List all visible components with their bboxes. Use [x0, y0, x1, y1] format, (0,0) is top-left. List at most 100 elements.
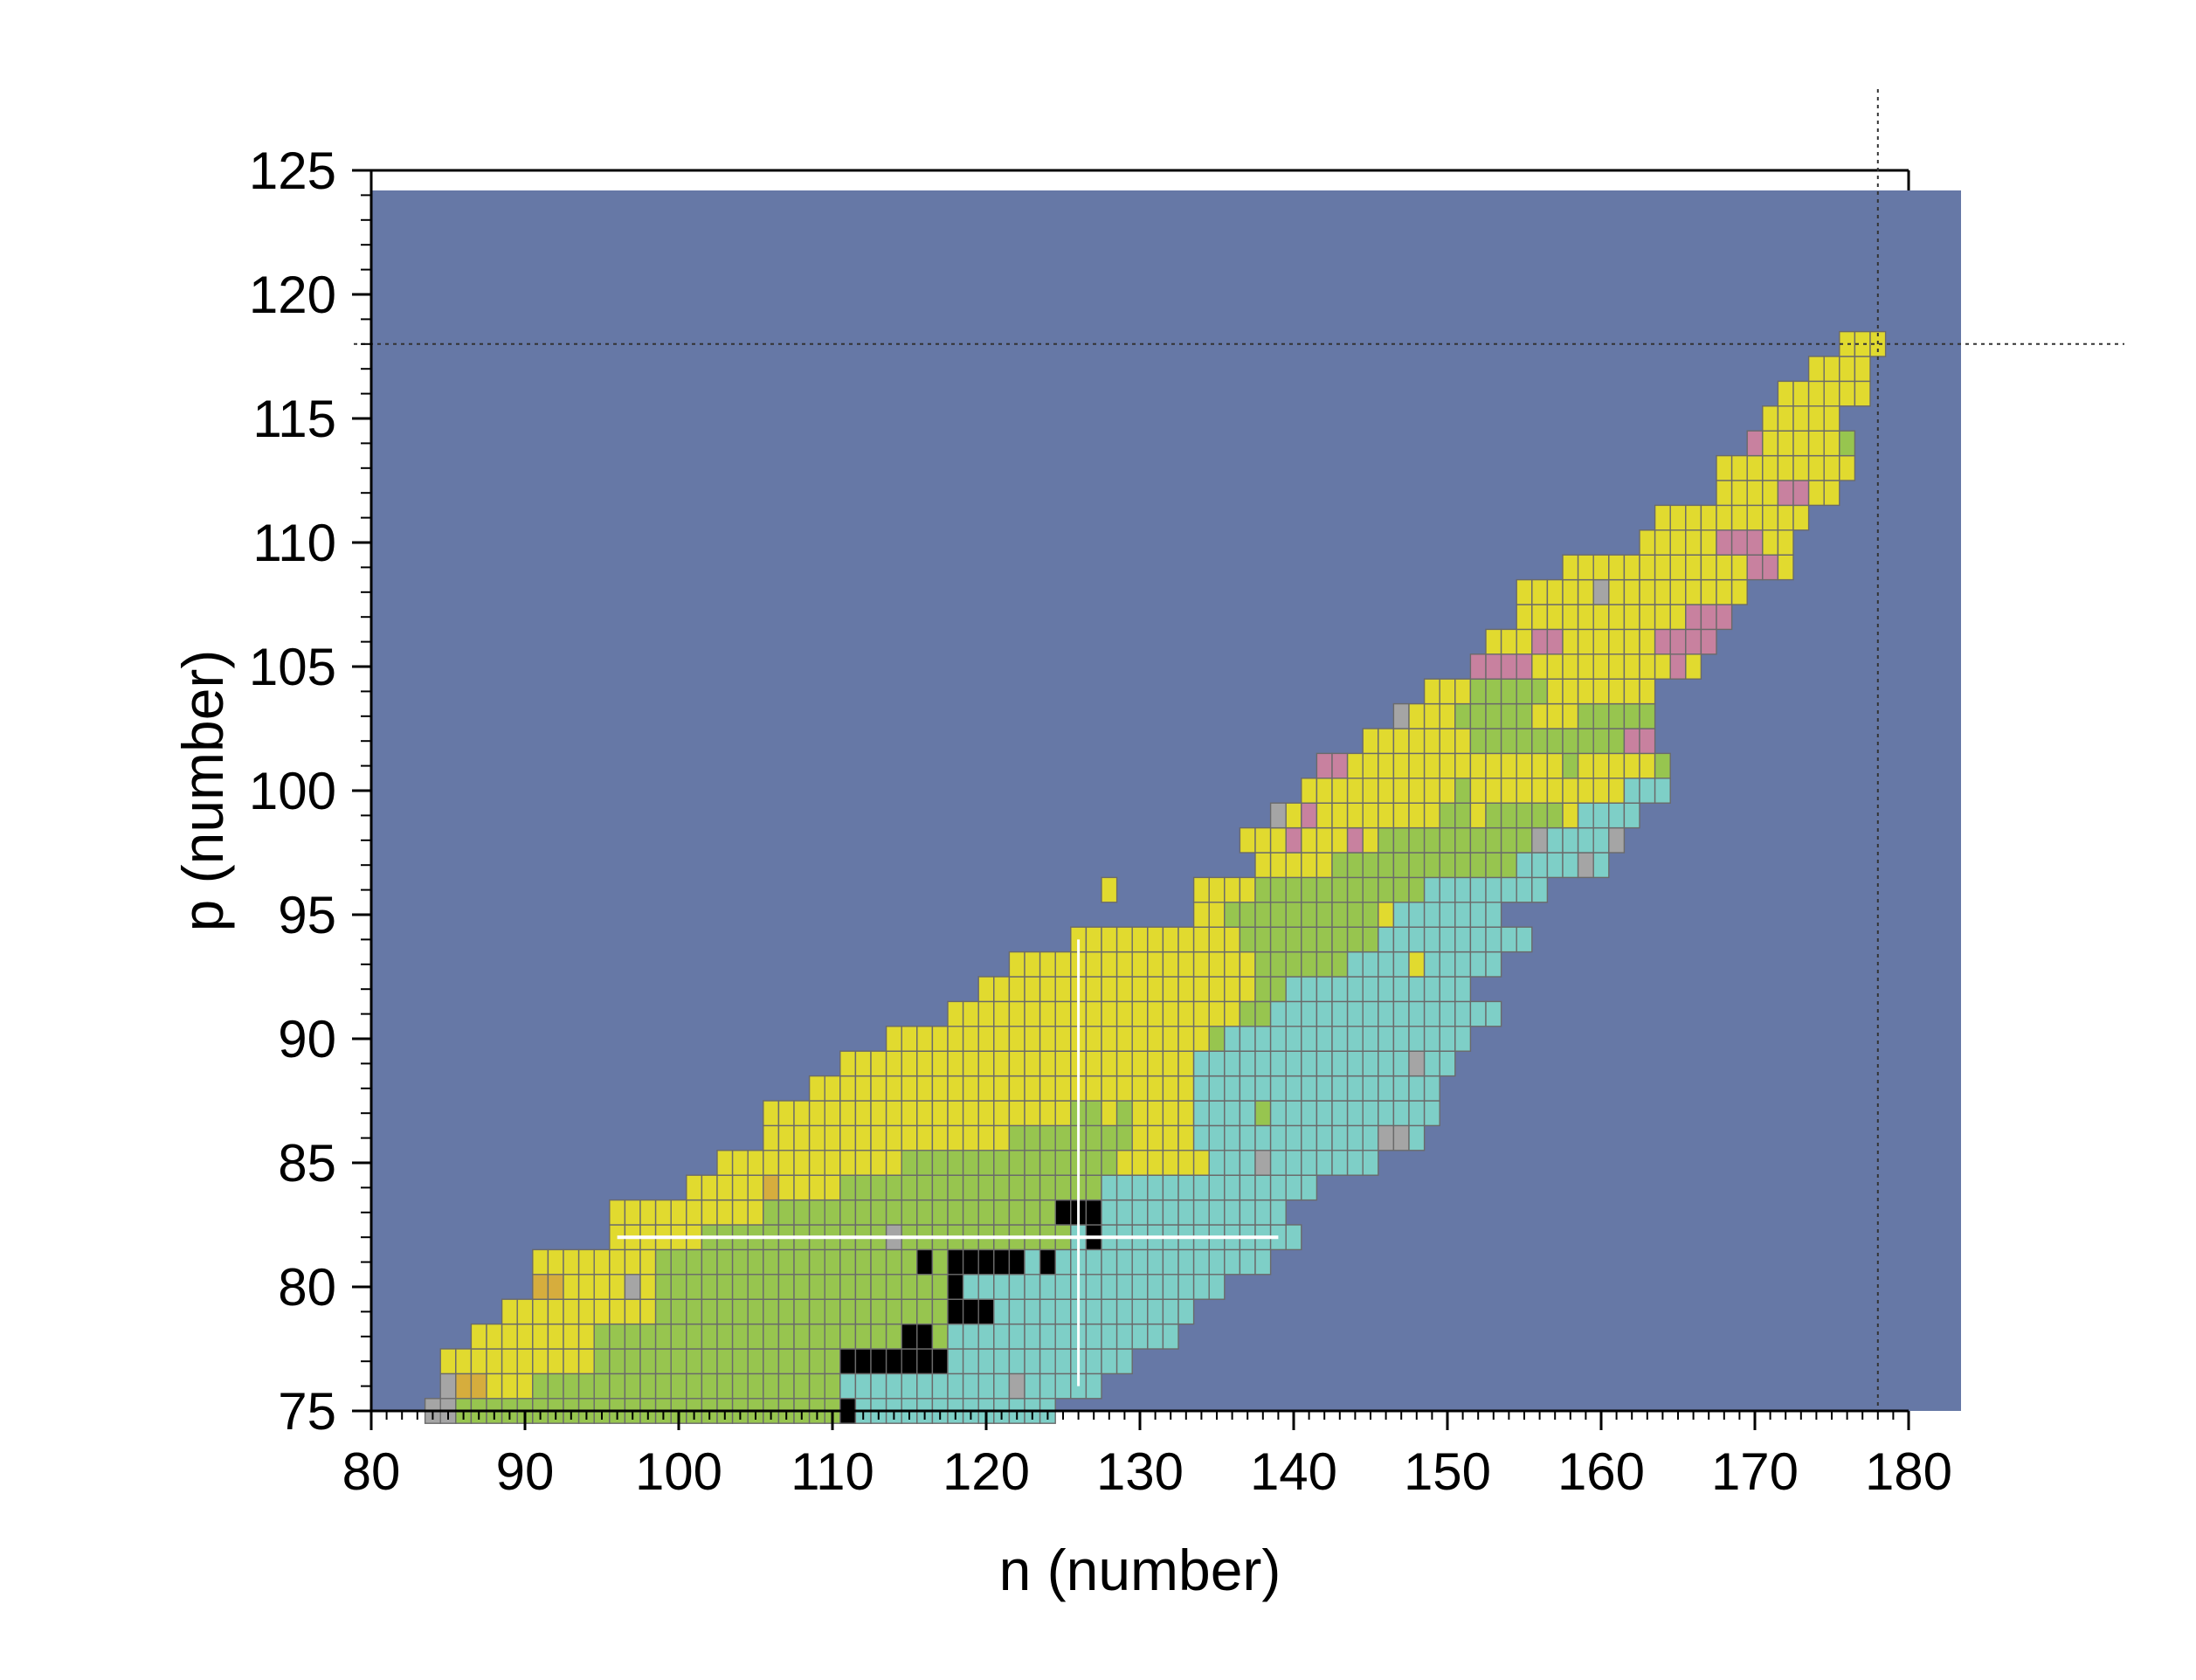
heatmap-cell: [1730, 554, 1748, 581]
heatmap-cell: [577, 1274, 595, 1300]
heatmap-cell: [1331, 1026, 1349, 1052]
heatmap-cell: [1085, 1050, 1102, 1077]
heatmap-cell: [1500, 826, 1517, 854]
heatmap-cell: [870, 1150, 887, 1176]
heatmap-cell: [808, 1075, 825, 1102]
heatmap-cell: [1208, 976, 1226, 1003]
heatmap-cell: [1423, 678, 1440, 705]
heatmap-cell: [1147, 1075, 1164, 1102]
heatmap-cell: [609, 1323, 626, 1350]
heatmap-cell: [793, 1274, 811, 1300]
heatmap-cell: [1454, 852, 1472, 879]
heatmap-cell: [1131, 1000, 1149, 1027]
heatmap-cell: [1762, 430, 1779, 457]
heatmap-cell: [1162, 1323, 1179, 1350]
heatmap-cell: [1685, 578, 1702, 605]
heatmap-cell: [1316, 1050, 1333, 1077]
heatmap-cell: [1239, 926, 1256, 953]
heatmap-cell: [1192, 1075, 1210, 1102]
heatmap-cell: [1269, 1000, 1287, 1027]
heatmap-cell: [993, 1348, 1011, 1375]
heatmap-cell: [1378, 1100, 1395, 1127]
heatmap-cell: [1039, 1050, 1056, 1077]
heatmap-cell: [701, 1248, 718, 1276]
heatmap-cell: [1685, 504, 1702, 531]
heatmap-cell: [1085, 1026, 1102, 1052]
heatmap-cell: [1192, 1124, 1210, 1151]
heatmap-cell: [824, 1348, 841, 1375]
heatmap-cell: [1239, 876, 1256, 903]
heatmap-cell: [1054, 1348, 1072, 1375]
heatmap-cell: [1485, 802, 1502, 829]
heatmap-cell: [563, 1348, 580, 1375]
heatmap-cell: [624, 1248, 641, 1276]
heatmap-cell: [1592, 852, 1610, 879]
heatmap-cell: [1454, 976, 1472, 1003]
heatmap-cell: [747, 1199, 764, 1226]
heatmap-cell: [1392, 1124, 1410, 1151]
heatmap-cell: [1807, 454, 1825, 481]
heatmap-cell: [977, 976, 995, 1003]
heatmap-cell: [686, 1348, 703, 1375]
heatmap-cell: [1101, 1274, 1118, 1300]
heatmap-cell: [824, 1372, 841, 1400]
heatmap-cell: [1285, 926, 1302, 953]
heatmap-cell: [1346, 1075, 1364, 1102]
heatmap-cell: [1147, 1124, 1164, 1151]
heatmap-cell: [1746, 504, 1764, 531]
heatmap-cell: [1008, 1174, 1025, 1201]
heatmap-cell: [885, 1298, 902, 1325]
heatmap-cell: [1546, 702, 1564, 729]
heatmap-cell: [808, 1323, 825, 1350]
heatmap-cell: [1254, 1124, 1272, 1151]
heatmap-cell: [1746, 480, 1764, 507]
heatmap-cell: [1577, 578, 1594, 605]
heatmap-cell: [1301, 951, 1318, 978]
heatmap-cell: [763, 1274, 780, 1300]
heatmap-cell: [1823, 454, 1840, 481]
heatmap-cell: [1208, 1050, 1226, 1077]
heatmap-cell: [1362, 951, 1379, 978]
heatmap-cell: [1469, 653, 1487, 680]
heatmap-cell: [1301, 1000, 1318, 1027]
heatmap-cell: [962, 1075, 979, 1102]
heatmap-cell: [1408, 852, 1426, 879]
heatmap-cell: [1008, 1075, 1025, 1102]
heatmap-cell: [1623, 578, 1640, 605]
heatmap-cell: [1301, 1075, 1318, 1102]
heatmap-cell: [1592, 578, 1610, 605]
heatmap-cell: [993, 1026, 1011, 1052]
heatmap-cell: [1039, 1274, 1056, 1300]
heatmap-cell: [1562, 578, 1579, 605]
heatmap-cell: [1730, 578, 1748, 605]
heatmap-cell: [1516, 852, 1533, 879]
heatmap-cell: [1301, 926, 1318, 953]
heatmap-cell: [1469, 728, 1487, 755]
heatmap-cell: [1500, 876, 1517, 903]
heatmap-cell: [654, 1248, 672, 1276]
heatmap-cell: [1039, 1124, 1056, 1151]
heatmap-cell: [1115, 1274, 1133, 1300]
heatmap-cell: [854, 1150, 872, 1176]
heatmap-cell: [1162, 1050, 1179, 1077]
heatmap-cell: [1762, 529, 1779, 556]
x-tick-label: 120: [943, 1442, 1030, 1501]
heatmap-cell: [962, 1199, 979, 1226]
heatmap-cell: [793, 1248, 811, 1276]
heatmap-cell: [1669, 529, 1687, 556]
heatmap-cell: [777, 1174, 795, 1201]
heatmap-cell: [870, 1348, 887, 1375]
heatmap-cell: [1316, 926, 1333, 953]
heatmap-cell: [1208, 1075, 1226, 1102]
heatmap-cell: [1301, 1174, 1318, 1201]
heatmap-cell: [701, 1199, 718, 1226]
heatmap-cell: [1224, 876, 1241, 903]
heatmap-cell: [1008, 1298, 1025, 1325]
heatmap-cell: [947, 1000, 964, 1027]
heatmap-cell: [1700, 628, 1717, 655]
heatmap-cell: [1546, 604, 1564, 631]
heatmap-cell: [1177, 1248, 1195, 1276]
heatmap-cell: [1285, 1100, 1302, 1127]
heatmap-cell: [1301, 802, 1318, 829]
heatmap-cell: [808, 1348, 825, 1375]
